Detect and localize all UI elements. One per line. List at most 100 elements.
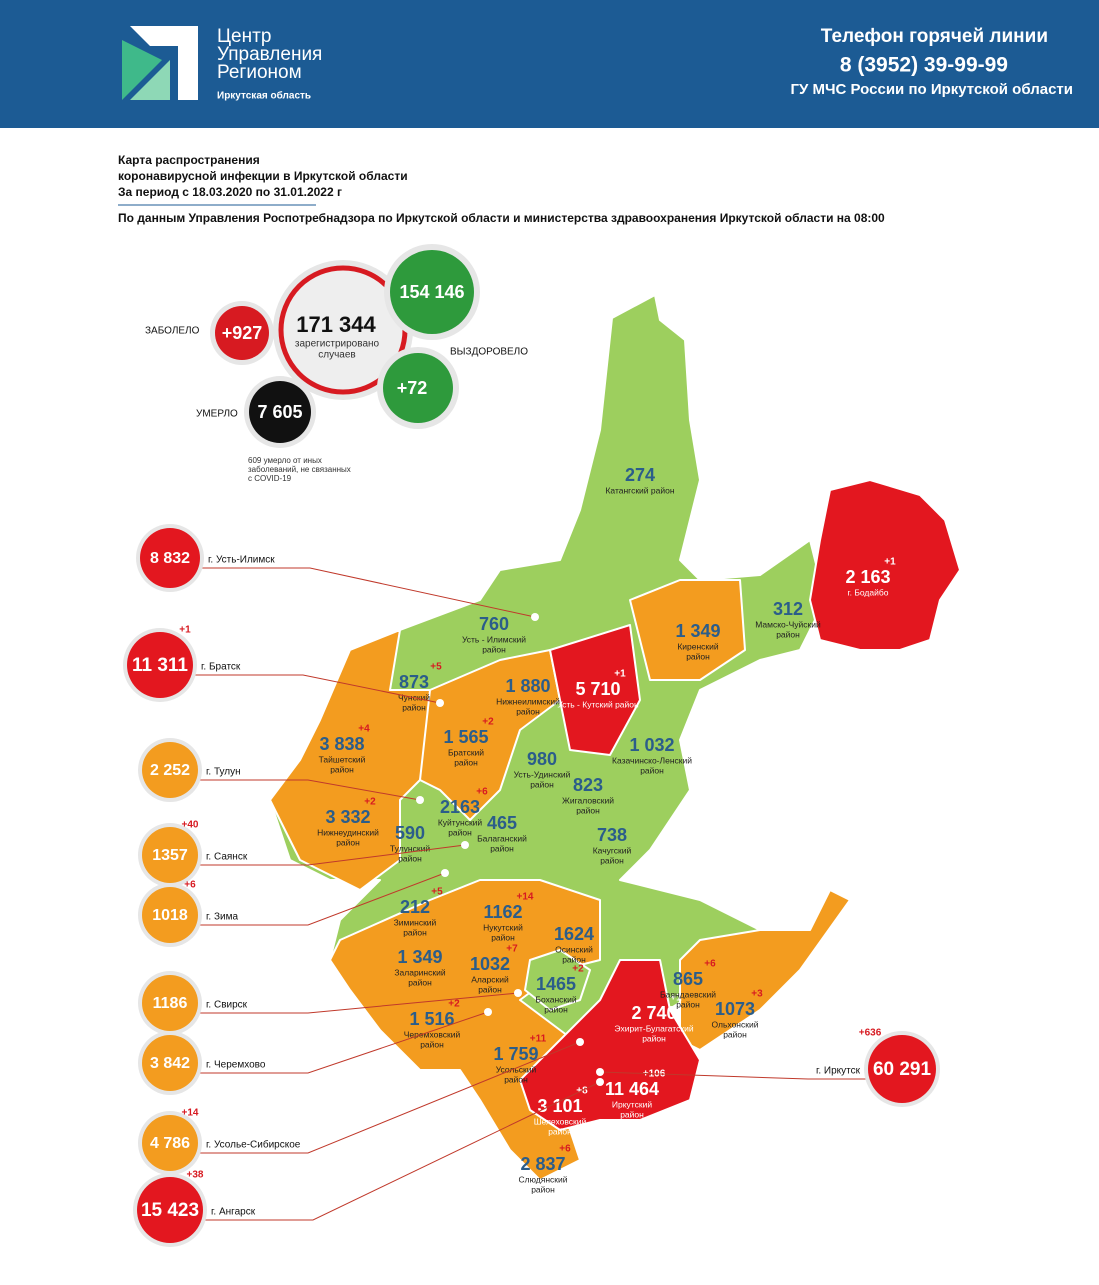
- district-delta: +8: [576, 1086, 588, 1097]
- district-value: 11 464: [605, 1079, 659, 1099]
- logo-shape: [130, 60, 170, 100]
- stat-caption: случаев: [318, 350, 355, 361]
- district-name: район: [576, 805, 600, 815]
- district-delta: +2: [448, 999, 460, 1010]
- city-name: г. Ангарск: [211, 1207, 256, 1218]
- city-value: 15 423: [141, 1200, 199, 1221]
- stat-label: УМЕРЛО: [196, 409, 238, 420]
- district-name: район: [491, 932, 515, 942]
- city-name: г. Зима: [206, 912, 238, 923]
- district-delta: +7: [506, 944, 518, 955]
- district-name: район: [620, 1109, 644, 1119]
- district-value: 2 837: [520, 1154, 565, 1174]
- district-name: Куйтунский: [438, 817, 483, 827]
- district-delta: +11: [530, 1034, 547, 1045]
- district-name: район: [478, 984, 502, 994]
- died-circle: [249, 381, 311, 443]
- district-name: Заларинский: [394, 967, 445, 977]
- stats: [210, 244, 480, 448]
- district-name: район: [482, 644, 506, 654]
- recovered-new-circle: [383, 353, 453, 423]
- city-dot: [596, 1078, 604, 1086]
- city-value: 1357: [152, 847, 188, 864]
- district-name: Нижнеудинский: [317, 827, 379, 837]
- district-value: 823: [573, 775, 603, 795]
- district-name: район: [562, 954, 586, 964]
- city-value: 60 291: [873, 1059, 932, 1080]
- city-value: 11 311: [132, 655, 188, 676]
- city-delta: +40: [182, 820, 199, 831]
- district-value: 865: [673, 969, 703, 989]
- leader-line: [203, 1081, 601, 1221]
- hotline-title: Телефон горячей линии: [821, 26, 1048, 47]
- district-name: Усть-Удинский: [514, 769, 571, 779]
- district-delta: +5: [431, 887, 443, 898]
- city-circle: [140, 528, 200, 588]
- city-dot: [596, 1068, 604, 1076]
- city-circle: [142, 1115, 198, 1171]
- district-name: район: [530, 779, 554, 789]
- district-value: 1 349: [675, 621, 720, 641]
- district-name: Катангский район: [605, 485, 674, 495]
- city-circle: [137, 1177, 203, 1243]
- new-circle: [215, 306, 269, 360]
- district-name: Черемховский: [404, 1029, 461, 1039]
- city-name: г. Иркутск: [816, 1066, 861, 1077]
- district-name: район: [398, 853, 422, 863]
- district-name: Усть - Кутский район: [557, 699, 639, 709]
- district-name: район: [420, 1039, 444, 1049]
- district-value: 1032: [470, 954, 510, 974]
- district-value: 1 032: [629, 735, 674, 755]
- city-circle: [142, 827, 198, 883]
- region-area: [809, 479, 961, 651]
- district-value: 1073: [715, 999, 755, 1019]
- district-name: Зиминский: [394, 917, 437, 927]
- stat-value: +927: [222, 323, 263, 343]
- city-name: г. Саянск: [206, 852, 248, 863]
- stat-value: 171 344: [296, 312, 376, 337]
- district-value: 1 759: [493, 1044, 538, 1064]
- district-name: Нижнеилимский: [496, 696, 560, 706]
- district-name: Казачинско-Ленский: [612, 755, 692, 765]
- district-value: 1 565: [443, 727, 488, 747]
- region-area: [549, 624, 641, 756]
- district-value: 1162: [483, 902, 522, 922]
- district-name: Усольский: [496, 1064, 537, 1074]
- logo: [122, 26, 198, 100]
- agency: ГУ МЧС России по Иркутской области: [791, 81, 1073, 98]
- district-name: Мамско-Чуйский: [755, 619, 821, 629]
- title-line: коронавирусной инфекции в Иркутской обла…: [118, 169, 408, 183]
- city-name: г. Братск: [201, 662, 241, 673]
- stat-label: ЗАБОЛЕЛО: [145, 326, 200, 337]
- leader-line: [198, 992, 519, 1014]
- leader-line: [198, 779, 421, 801]
- leader-line: [198, 1041, 581, 1154]
- leader-line: [200, 567, 536, 618]
- stat-value: +72: [397, 378, 428, 398]
- source-note: По данным Управления Роспотребнадзора по…: [118, 211, 885, 225]
- district-name: район: [516, 706, 540, 716]
- city-circle: [868, 1035, 936, 1103]
- district-name: район: [544, 1004, 568, 1014]
- district-name: Тулунский: [390, 843, 430, 853]
- district-value: 1465: [536, 974, 576, 994]
- district-delta: +2: [572, 964, 584, 975]
- district-name: Шелеховский: [534, 1116, 587, 1126]
- district-value: 2 163: [845, 567, 890, 587]
- city-dot: [441, 869, 449, 877]
- district-delta: +6: [704, 959, 716, 970]
- district-delta: +1: [884, 557, 896, 568]
- district-value: 590: [395, 823, 425, 843]
- district-name: район: [330, 764, 354, 774]
- district-name: Боханский: [535, 994, 577, 1004]
- district-name: Ольхонский: [712, 1019, 759, 1029]
- district-value: 5 710: [575, 679, 620, 699]
- map: [269, 294, 961, 1181]
- city-delta: +6: [184, 880, 196, 891]
- stat-value: 154 146: [399, 282, 464, 302]
- district-value: 1624: [554, 924, 594, 944]
- district-delta: +3: [751, 989, 763, 1000]
